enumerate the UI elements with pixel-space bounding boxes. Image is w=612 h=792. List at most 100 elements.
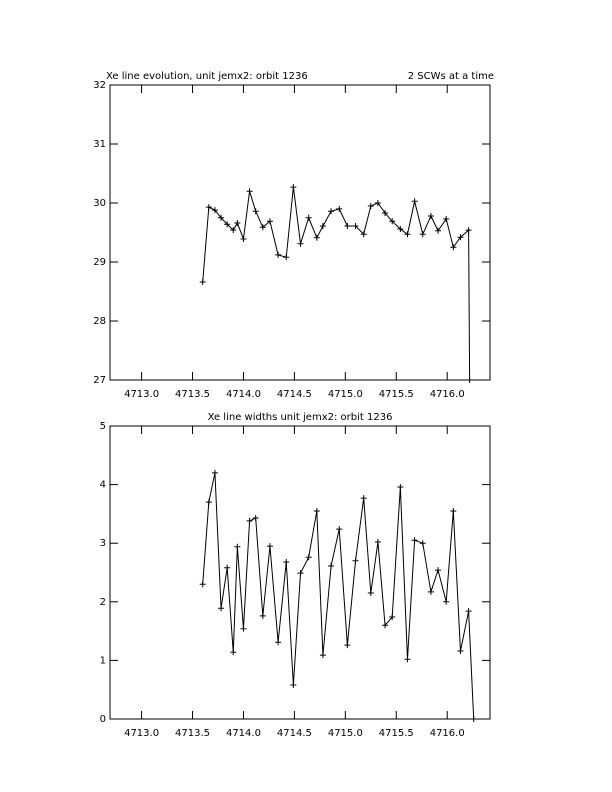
x-tick-label: 4714.0 [226,389,261,400]
point-marker [336,526,343,533]
point-marker [397,483,404,490]
point-marker [211,207,218,214]
y-tick-label: 0 [100,714,106,725]
point-marker [297,240,304,247]
x-tick-label: 4716.0 [430,389,465,400]
point-marker [234,543,241,550]
y-tick-label: 2 [100,597,106,608]
point-marker [465,608,472,615]
point-marker [319,223,326,230]
point-marker [411,537,418,544]
point-marker [411,198,418,205]
point-marker [199,279,206,286]
x-tick-label: 4714.5 [277,389,312,400]
point-marker [450,244,457,251]
point-marker [240,235,247,242]
x-tick-label: 4713.5 [175,389,210,400]
point-marker [427,588,434,595]
point-marker [252,515,259,522]
point-marker [319,652,326,659]
point-marker [419,540,426,547]
x-tick-label: 4715.5 [379,728,414,739]
point-marker [352,223,359,230]
point-marker [297,570,304,577]
point-marker [290,682,297,689]
y-tick-label: 29 [93,257,106,268]
point-marker [389,218,396,225]
point-marker [344,642,351,649]
x-tick-label: 4713.0 [124,389,159,400]
point-marker [266,218,273,225]
x-tick-label: 4714.0 [226,728,261,739]
point-marker [266,543,273,550]
point-marker [246,188,253,195]
point-marker [419,231,426,238]
point-marker [224,564,231,571]
point-marker [205,204,212,211]
y-tick-label: 32 [93,80,106,91]
point-marker [252,208,259,215]
y-tick-label: 31 [93,139,106,150]
point-marker [397,225,404,232]
point-marker [374,200,381,206]
point-marker [259,612,266,619]
point-marker [435,567,442,574]
x-tick-label: 4713.0 [124,728,159,739]
point-marker [367,590,374,597]
plot-frame [109,84,491,381]
point-marker [246,517,253,524]
point-marker [360,495,367,502]
point-marker [389,614,396,621]
x-tick-label: 4714.5 [277,728,312,739]
y-tick-label: 1 [100,655,106,666]
plot-frame [109,425,491,720]
point-marker [328,208,335,215]
point-marker [275,251,282,258]
point-marker [336,205,343,212]
x-tick-label: 4713.5 [175,728,210,739]
point-marker [382,210,389,217]
point-marker [465,227,472,234]
point-marker [290,184,297,191]
point-marker [218,605,225,612]
y-tick-label: 5 [100,421,106,432]
point-marker [435,227,442,234]
point-marker [443,598,450,605]
annotation: 2 SCWs at a time [408,71,494,82]
point-marker [404,656,411,663]
point-marker [305,554,312,561]
point-marker [457,648,464,655]
point-marker [230,649,237,656]
point-marker [374,539,381,546]
point-marker [313,507,320,514]
point-marker [305,214,312,221]
point-marker [427,212,434,219]
point-marker [470,716,477,722]
point-marker [199,581,206,588]
point-marker [367,202,374,209]
chart-title: Xe line evolution, unit jemx2: orbit 123… [106,71,308,82]
y-tick-label: 27 [93,375,106,386]
y-tick-label: 4 [100,480,106,491]
y-tick-label: 3 [100,538,106,549]
point-marker [443,215,450,222]
point-marker [360,231,367,238]
point-marker [205,499,212,506]
point-marker [283,254,290,261]
point-marker [283,558,290,565]
x-tick-label: 4715.0 [328,728,363,739]
point-marker [382,622,389,629]
y-tick-label: 30 [93,198,106,209]
x-tick-label: 4716.0 [430,728,465,739]
point-marker [259,224,266,231]
point-marker [240,625,247,632]
point-marker [466,377,473,383]
point-marker [457,234,464,241]
point-marker [234,220,241,227]
point-marker [404,231,411,238]
point-marker [218,214,225,221]
point-marker [224,221,231,228]
point-marker [344,223,351,230]
data-line [202,472,475,720]
